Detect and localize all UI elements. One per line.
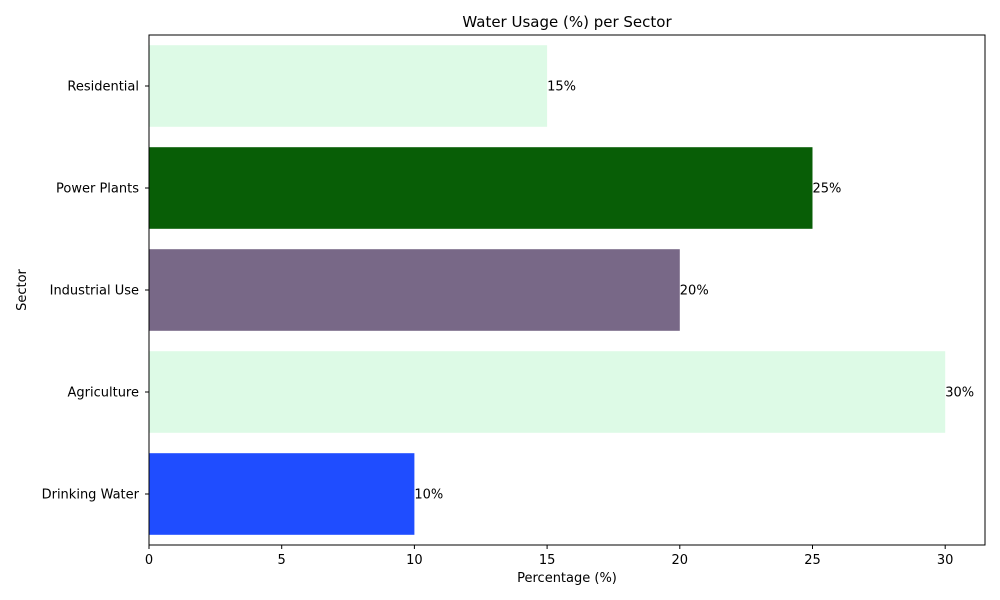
y-tick-label: Residential (67, 80, 139, 95)
y-tick-label: Drinking Water (42, 488, 140, 503)
bar-4 (149, 45, 548, 127)
x-tick-label: 0 (145, 553, 153, 568)
y-tick-label: Agriculture (68, 386, 140, 401)
y-tick-label: Power Plants (56, 182, 139, 197)
x-tick-label: 25 (804, 553, 821, 568)
bar-3 (149, 147, 813, 229)
ticks-layer: Drinking Water Agriculture Industrial Use P… (42, 80, 954, 569)
bar-value-label: 15% (547, 80, 576, 95)
bars-layer: 10% 30% 20% 25% 15% (149, 45, 974, 535)
bar-value-label: 20% (680, 284, 709, 299)
x-tick-label: 15 (539, 553, 556, 568)
bar-value-label: 25% (812, 182, 841, 197)
x-tick-label: 5 (278, 553, 286, 568)
plot-frame (148, 34, 986, 546)
bar-1 (149, 351, 946, 433)
y-tick-label: Industrial Use (50, 284, 139, 299)
x-axis-title: Percentage (%) (517, 571, 617, 586)
bar-value-label: 30% (945, 386, 974, 401)
x-tick-label: 30 (937, 553, 954, 568)
bar-value-label: 10% (414, 488, 443, 503)
x-tick-label: 20 (672, 553, 689, 568)
chart-title: Water Usage (%) per Sector (462, 13, 672, 31)
x-tick-label: 10 (406, 553, 423, 568)
bar-0 (149, 453, 415, 535)
y-axis-title: Sector (15, 268, 30, 310)
bar-2 (149, 249, 680, 331)
